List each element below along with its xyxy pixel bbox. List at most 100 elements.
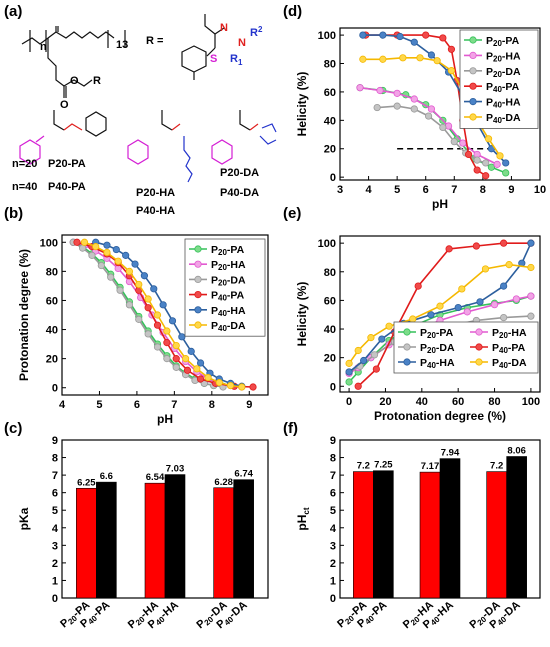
y-axis-title: Protonation degree (%) [17,249,31,381]
polymer-name-label: P20-DA [486,66,521,79]
y-tick-label: 5 [330,505,336,517]
data-point-p40-ha [196,359,205,367]
data-point-p20-da [410,105,418,113]
polymer-name-label: P40-DA [211,320,246,333]
y-tick-label: 7 [330,470,336,482]
x-axis-title: Protonation degree (%) [374,409,506,423]
monomer-ha-structure [127,110,193,183]
legend-marker [194,260,202,268]
data-point-p40-da [367,334,375,342]
y-tick-label: 2 [52,558,58,570]
series-line-p40-da [348,263,532,364]
data-point-p40-da [345,359,353,367]
data-point-p20-da [527,312,535,320]
scheme-label-p20-pa: P20-PA [48,158,86,170]
y-tick-label: 40 [46,325,58,337]
plot-frame [339,235,541,393]
y-tick-label: 1 [330,575,336,587]
data-point-p40-da [527,263,535,272]
y-tick-label: 0 [52,383,58,395]
data-point-p40-ha [427,311,435,319]
data-point-p40-pa [422,31,430,39]
bar-p20-ha [419,471,441,599]
data-point-p40-da [496,152,504,160]
panel-label-e: (e) [283,205,301,222]
data-point-p40-da [238,383,246,391]
data-point-p40-ha [103,241,111,249]
data-point-p40-ha [159,301,167,309]
data-point-p40-ha [131,260,139,268]
data-point-p40-da [385,322,393,330]
data-point-p40-da [409,315,417,323]
scheme-row1-n: n=20 [12,158,37,170]
bar-p20-da [213,487,234,599]
x-tick-label: 5 [394,184,400,196]
data-point-p40-da [481,265,490,273]
data-point-p40-da [399,54,407,62]
legend-marker [194,245,202,253]
monomer-pa-structure [19,110,107,165]
polymer-name-label: P20-HA [486,50,521,63]
data-point-p40-da [125,267,134,275]
data-point-p40-pa [447,45,456,53]
data-point-p40-ha [454,303,462,312]
data-point-p20-da [450,138,458,146]
data-point-p20-da [163,355,171,363]
data-point-p20-da [482,159,490,167]
scheme-label-p40-pa: P40-PA [48,181,86,193]
legend-marker [475,328,483,336]
data-point-p40-ha [500,282,508,290]
data-point-p20-da [393,102,401,110]
x-tick-label: 7 [451,184,457,196]
data-point-p20-da [144,330,152,338]
data-point-p20-ha [427,105,436,113]
y-tick-label: 0 [52,593,58,605]
data-point-p40-pa [172,355,180,363]
x-tick-label: 3 [337,184,343,196]
x-tick-label: 9 [508,184,514,196]
y-tick-label: 20 [324,144,336,156]
data-point-p20-da [153,343,162,351]
x-axis-title: pH [157,412,173,426]
polymer-name-label: P20-PA [211,244,245,257]
data-point-p40-da [416,54,424,62]
x-tick-label: 10 [534,184,546,196]
panel-label-f: (f) [283,420,298,437]
data-point-p40-ha [396,32,404,41]
y-tick-label: 2 [330,558,336,570]
legend-marker [469,113,477,121]
data-point-p40-da [354,346,362,355]
polymer-name-label: P40-DA [486,112,521,125]
bar-p40-pa [373,470,394,599]
data-point-p40-pa [473,166,481,174]
scheme-r-eq: R = [146,35,163,47]
data-point-p40-pa [183,366,192,374]
x-tick-label: 0 [346,396,352,408]
y-axis-title: pHct [295,507,311,530]
data-point-p40-da [135,280,143,289]
y-tick-label: 0 [330,593,336,605]
data-point-p20-da [424,112,433,120]
data-point-p40-da [182,355,190,363]
data-point-p40-da [359,55,367,63]
bar-value-label: 6.6 [100,471,113,482]
data-point-p40-pa [163,339,171,347]
x-tick-label: 4 [59,399,66,411]
panel-label-b: (b) [4,205,23,222]
legend-marker [475,343,483,351]
polymer-name-label: P20-PA [486,35,520,48]
data-point-p40-da [436,302,444,310]
data-point-p40-da [215,379,223,387]
chart-panel-f: 0123456789pHct7.2P20-PA7.25P40-PA7.17P20… [295,435,541,631]
data-point-p40-ha [187,347,195,355]
x-tick-label: 100 [522,396,540,408]
x-tick-label: 20 [379,396,391,408]
data-point-p20-ha [393,89,401,97]
chart-panel-e: 0 20 40 60 80 100 0 20 40 60 80 100 Protonation degr… [295,235,541,423]
bar-value-label: 7.03 [166,464,185,475]
x-tick-label: 8 [209,399,215,411]
y-tick-label: 100 [40,237,58,249]
data-point-p40-da [114,257,122,265]
y-tick-label: 40 [324,324,336,336]
